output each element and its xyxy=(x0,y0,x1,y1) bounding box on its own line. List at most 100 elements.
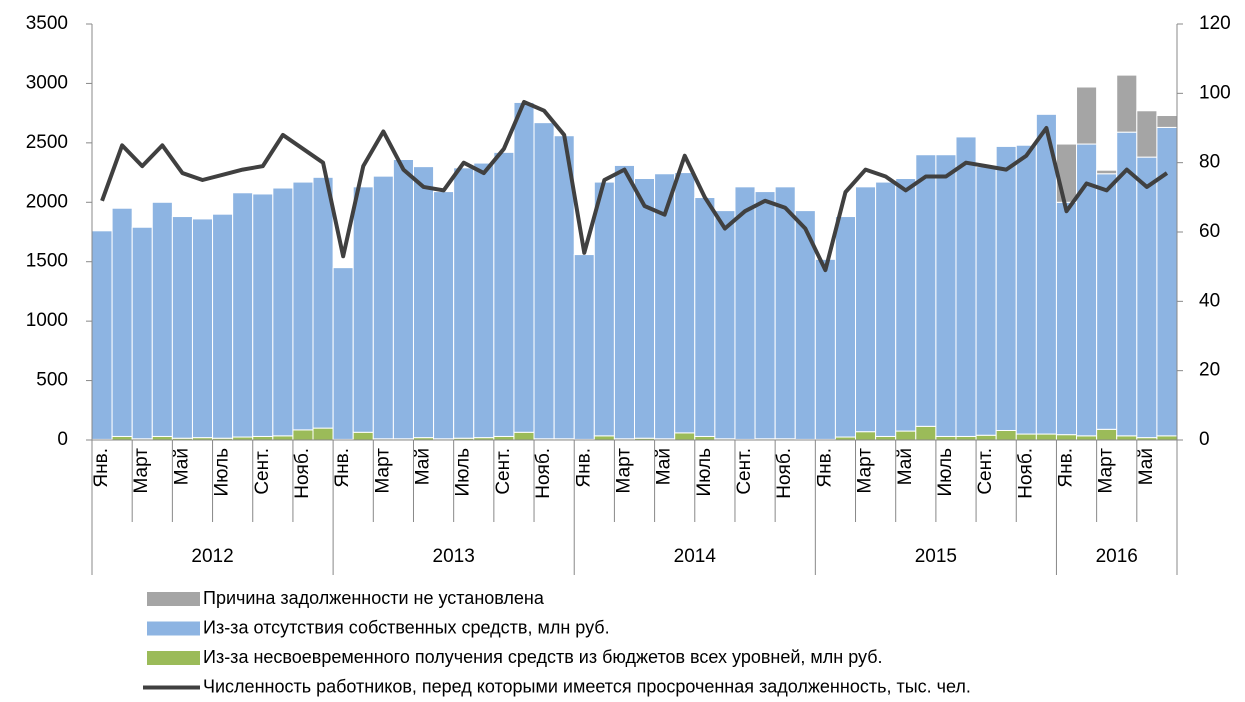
x-tick-label: Март xyxy=(1096,448,1117,494)
x-tick-label: Июль xyxy=(694,448,715,497)
y-tick-label: 2000 xyxy=(26,191,68,212)
bar xyxy=(613,164,636,440)
bar xyxy=(111,435,133,441)
bar xyxy=(412,166,435,439)
bar xyxy=(191,218,214,439)
legend-swatch xyxy=(147,621,200,636)
x-tick-label: Март xyxy=(613,448,634,494)
bar xyxy=(1015,144,1037,435)
bar xyxy=(1096,169,1118,175)
bar xyxy=(855,431,877,441)
bar xyxy=(252,435,274,441)
bar xyxy=(1136,156,1158,439)
bar xyxy=(634,178,656,439)
legend-label: Численность работников, перед которыми и… xyxy=(203,676,971,696)
bar xyxy=(473,162,495,439)
x-tick-label: Нояб. xyxy=(533,448,554,499)
legend-swatch xyxy=(147,651,200,665)
y-tick-label: 1000 xyxy=(26,310,68,331)
bar xyxy=(372,175,394,440)
bar xyxy=(935,154,957,437)
bar xyxy=(252,193,274,437)
year-label: 2012 xyxy=(191,546,233,567)
bar xyxy=(131,226,153,440)
bar xyxy=(312,427,334,441)
bar xyxy=(212,213,234,439)
bar xyxy=(734,186,756,440)
bar xyxy=(814,258,836,440)
bar xyxy=(674,172,696,434)
y2-tick-label: 120 xyxy=(1199,13,1231,34)
y-tick-label: 1500 xyxy=(26,251,68,272)
year-label: 2016 xyxy=(1096,546,1138,567)
y2-tick-label: 0 xyxy=(1199,429,1210,450)
x-tick-label: Сент. xyxy=(734,448,755,495)
bar xyxy=(995,145,1017,431)
y2-tick-label: 80 xyxy=(1199,152,1220,173)
bar xyxy=(754,191,776,440)
y-tick-label: 3000 xyxy=(26,72,68,93)
bar xyxy=(935,435,957,441)
bar xyxy=(1015,433,1037,441)
x-tick-label: Сент. xyxy=(493,448,514,495)
bar xyxy=(493,151,515,437)
bar xyxy=(151,201,173,437)
bar xyxy=(895,430,917,441)
legend-label: Из-за отсутствия собственных средств, мл… xyxy=(203,617,610,637)
x-tick-label: Июль xyxy=(453,448,474,497)
bar xyxy=(955,136,977,437)
x-tick-label: Янв. xyxy=(91,448,112,488)
bar xyxy=(513,431,535,441)
bar xyxy=(593,435,615,441)
bar xyxy=(975,166,997,436)
bar xyxy=(1076,86,1098,145)
bar xyxy=(834,216,857,438)
line xyxy=(100,100,1169,273)
bar xyxy=(593,181,615,437)
bar xyxy=(975,434,997,441)
bar xyxy=(1035,433,1057,441)
bar xyxy=(774,186,796,440)
bar xyxy=(513,101,535,433)
legend-label: Причина задолженности не установлена xyxy=(203,588,545,608)
legend-label: Из-за несвоевременного получения средств… xyxy=(203,647,883,667)
x-tick-label: Нояб. xyxy=(1015,448,1036,499)
bar xyxy=(1055,201,1078,436)
y-tick-label: 500 xyxy=(36,370,68,391)
bar xyxy=(1136,110,1158,158)
bar xyxy=(272,435,294,441)
y-tick-label: 2500 xyxy=(26,132,68,153)
x-tick-label: Сент. xyxy=(252,448,273,495)
bar xyxy=(232,192,254,438)
bar xyxy=(111,207,133,437)
bar xyxy=(1096,173,1118,430)
year-label: 2013 xyxy=(433,546,475,567)
bar xyxy=(875,181,897,437)
bar xyxy=(493,435,515,441)
y2-tick-label: 100 xyxy=(1199,82,1231,103)
bar xyxy=(332,267,354,440)
x-tick-label: Май xyxy=(895,448,916,485)
year-label: 2015 xyxy=(915,546,957,567)
year-label: 2014 xyxy=(674,546,717,567)
y2-tick-label: 40 xyxy=(1199,290,1220,311)
x-tick-label: Нояб. xyxy=(292,448,313,499)
bar xyxy=(171,216,193,439)
bar xyxy=(1055,143,1078,203)
bar xyxy=(352,186,374,433)
bar xyxy=(312,176,334,429)
bar xyxy=(875,435,897,441)
x-tick-label: Сент. xyxy=(975,448,996,495)
bar xyxy=(292,181,314,431)
bar xyxy=(714,210,736,440)
x-tick-label: Май xyxy=(1136,448,1157,485)
x-tick-label: Март xyxy=(372,448,393,494)
bar xyxy=(1156,435,1178,441)
bar xyxy=(352,431,374,441)
bar xyxy=(533,122,555,440)
x-tick-label: Март xyxy=(855,448,876,494)
x-tick-label: Янв. xyxy=(573,448,594,488)
legend-swatch xyxy=(147,592,200,606)
y2-tick-label: 20 xyxy=(1199,360,1220,381)
